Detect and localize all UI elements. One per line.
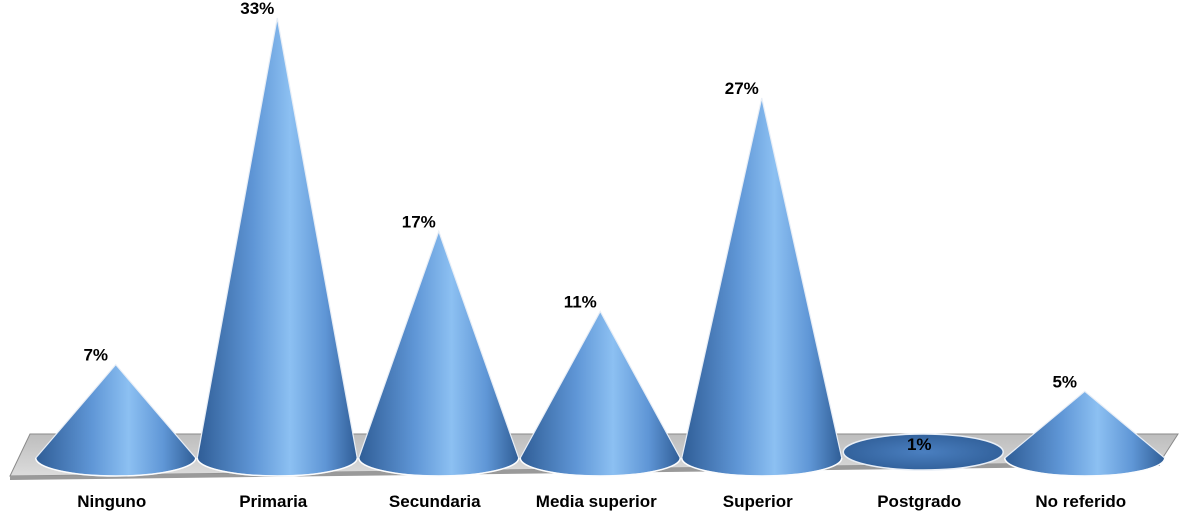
cone-7 <box>1004 390 1166 477</box>
data-label-3: 17% <box>402 212 436 231</box>
cone-4 <box>519 310 681 477</box>
category-label-4: Media superior <box>536 492 657 511</box>
category-label-5: Superior <box>723 492 793 511</box>
data-label-1: 7% <box>83 346 108 365</box>
cone-3 <box>358 229 520 477</box>
data-label-6: 1% <box>907 435 932 454</box>
category-label-3: Secundaria <box>389 492 481 511</box>
cone-5 <box>681 97 843 477</box>
category-label-2: Primaria <box>239 492 308 511</box>
data-label-7: 5% <box>1052 372 1077 391</box>
cone-2 <box>196 17 358 477</box>
category-label-7: No referido <box>1035 492 1126 511</box>
data-label-5: 27% <box>725 79 759 98</box>
category-label-6: Postgrado <box>877 492 961 511</box>
cone-6 <box>842 433 1004 471</box>
cone-1 <box>35 363 197 477</box>
category-label-1: Ninguno <box>77 492 146 511</box>
data-label-4: 11% <box>564 292 597 311</box>
data-label-2: 33% <box>240 0 274 18</box>
